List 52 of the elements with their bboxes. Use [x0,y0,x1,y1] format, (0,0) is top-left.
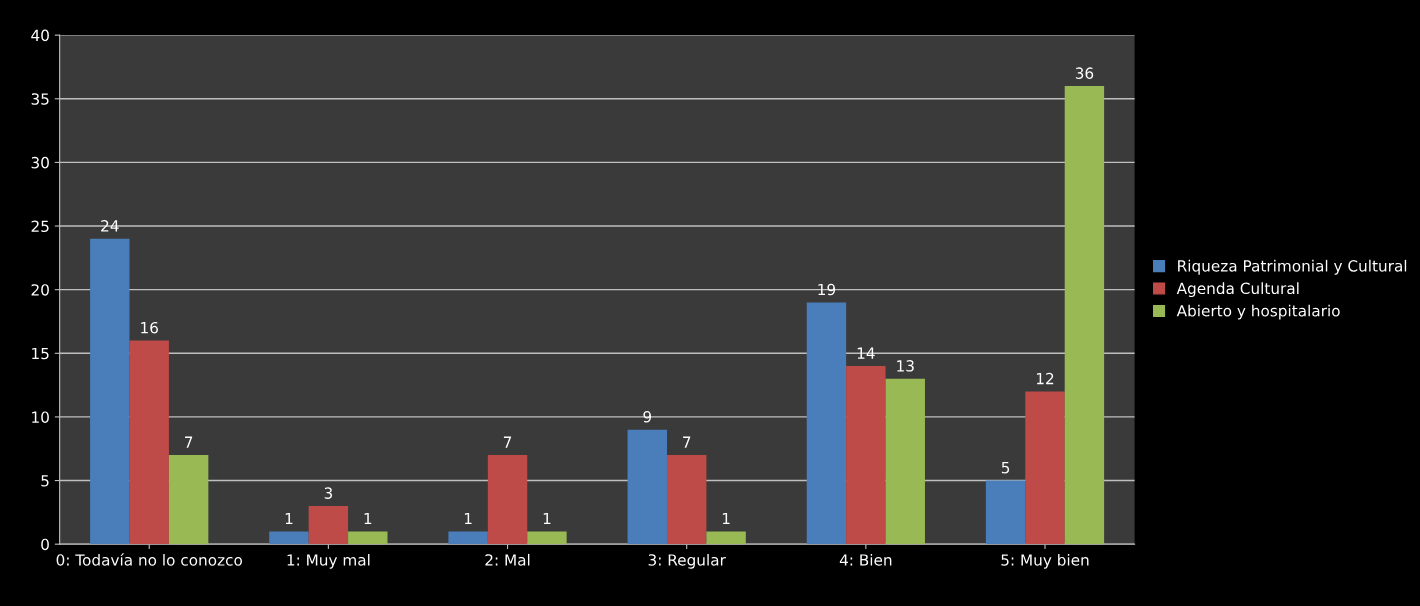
x-tick-label: 3: Regular [648,553,726,569]
data-label: 1 [364,512,372,525]
y-tick-label: 10 [32,411,49,423]
bar [168,455,209,545]
bar [885,378,925,545]
data-label: 9 [643,410,652,423]
y-tick-label: 5 [41,475,49,487]
legend-label: Agenda Cultural [1176,282,1299,298]
data-label: 36 [1075,67,1094,79]
x-tick-label: 2: Mal [485,553,530,566]
data-label: 7 [683,436,691,448]
y-tick-label: 25 [31,220,49,233]
legend-label: Abierto y hospitalario [1176,304,1340,320]
data-label: 16 [141,321,158,334]
y-tick-label: 40 [31,29,49,42]
data-label: 3 [324,487,333,499]
bar [985,480,1026,545]
y-tick-label: 30 [31,156,49,169]
bar [806,302,847,545]
y-tick-label: 0 [41,538,49,551]
bar [448,531,488,545]
bar [487,455,528,545]
y-tick-label: 20 [31,284,49,296]
bar [527,531,567,545]
bar [666,455,707,545]
x-tick-label: 5: Muy bien [1001,553,1089,569]
x-tick-label: 4: Bien [839,553,892,566]
bar [1064,86,1105,545]
bar [846,366,886,545]
data-label: 7 [185,436,193,448]
legend-label: Riqueza Patrimonial y Cultural [1178,259,1407,275]
data-label: 1 [722,512,730,525]
bar [627,429,667,545]
data-label: 1 [543,512,551,525]
bar [90,238,130,545]
x-tick-label: 1: Muy mal [287,553,370,569]
bar [129,340,169,545]
x-tick-label: 0: Todavía no lo conozco [56,553,243,566]
data-label: 5 [1001,462,1010,474]
bar [308,506,349,545]
bar [348,531,388,545]
data-label: 1 [285,512,293,525]
bar [1025,391,1065,545]
bar [269,531,309,545]
bar [706,531,746,545]
data-label: 7 [503,436,512,448]
y-tick-label: 35 [31,93,49,105]
y-tick-label: 15 [32,347,49,360]
data-label: 13 [897,360,914,372]
data-label: 12 [1036,372,1054,385]
data-label: 24 [101,220,119,232]
data-label: 1 [464,512,472,525]
